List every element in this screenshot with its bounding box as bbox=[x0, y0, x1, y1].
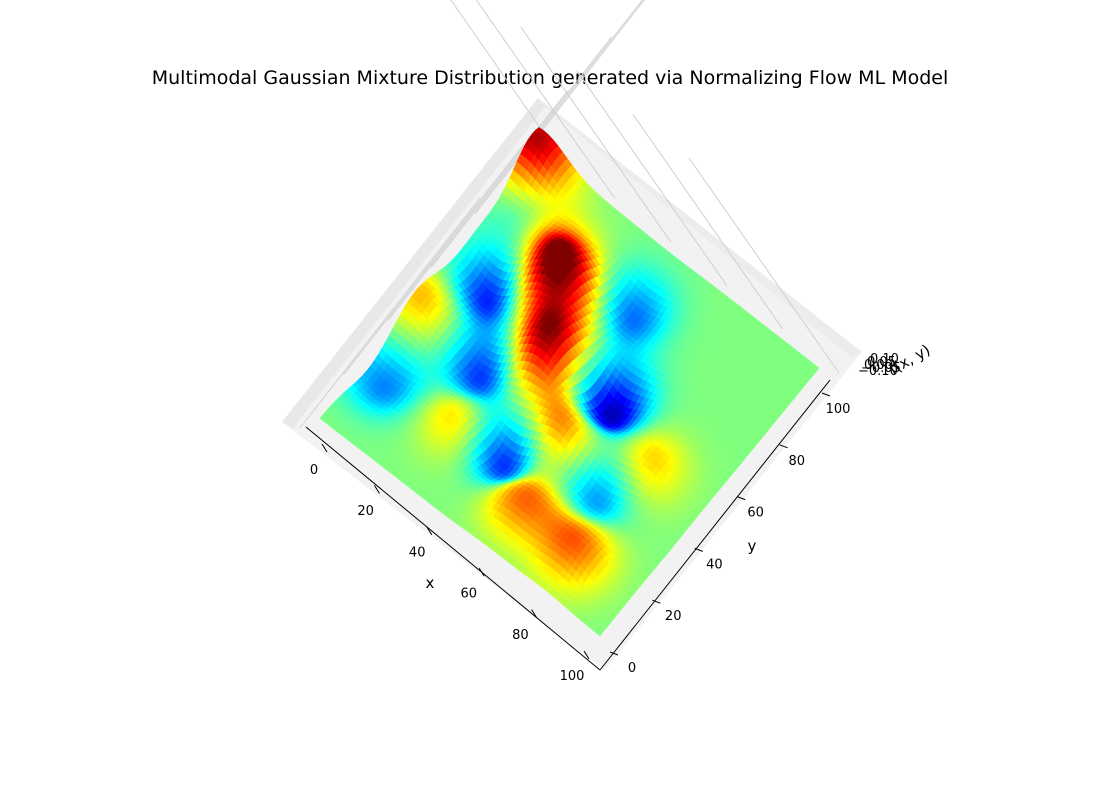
z-tick-label: 0.00 bbox=[864, 358, 893, 373]
x-tick-label: 0 bbox=[310, 463, 318, 478]
x-axis-label: x bbox=[426, 574, 435, 592]
x-tick bbox=[583, 650, 590, 660]
grid-line bbox=[518, 0, 645, 161]
y-axis-line bbox=[599, 379, 831, 671]
grid-line bbox=[299, 197, 481, 429]
x-tick-label: 100 bbox=[560, 669, 585, 684]
x-tick bbox=[478, 567, 485, 577]
y-tick bbox=[694, 547, 703, 552]
x-tick-label: 20 bbox=[357, 504, 374, 519]
y-axis-label: y bbox=[748, 537, 757, 555]
x-tick bbox=[426, 526, 433, 536]
side-pane bbox=[538, 98, 862, 358]
grid-line bbox=[520, 26, 672, 243]
x-tick-label: 80 bbox=[512, 628, 529, 643]
y-tick-label: 20 bbox=[665, 609, 682, 624]
y-tick bbox=[779, 444, 788, 449]
axis-lines bbox=[305, 379, 831, 671]
grid-line bbox=[475, 0, 616, 199]
z-tick-label: 0.05 bbox=[867, 355, 896, 370]
grid-line bbox=[450, 0, 560, 156]
chart-title: Multimodal Gaussian Mixture Distribution… bbox=[151, 67, 949, 89]
x-tick bbox=[373, 485, 380, 494]
z-tick-label: −0.05 bbox=[861, 361, 901, 376]
y-tick bbox=[652, 599, 661, 604]
y-tick-label: 40 bbox=[706, 557, 723, 572]
y-tick bbox=[737, 496, 746, 501]
x-tick-label: 40 bbox=[409, 545, 426, 560]
x-tick bbox=[321, 443, 328, 453]
grid-line bbox=[632, 114, 784, 330]
grid-line bbox=[688, 157, 840, 374]
x-tick-label: 60 bbox=[461, 587, 478, 602]
z-tick-label: 0.10 bbox=[870, 352, 899, 367]
y-tick-label: 60 bbox=[747, 506, 764, 521]
x-tick bbox=[531, 609, 538, 618]
grid-line bbox=[343, 144, 525, 375]
z-axis-label: f(x, y) bbox=[886, 341, 933, 379]
y-tick bbox=[821, 392, 831, 397]
x-axis-line bbox=[305, 426, 601, 671]
y-tick-label: 0 bbox=[628, 661, 636, 676]
surface-mesh bbox=[319, 127, 820, 637]
y-tick-label: 80 bbox=[789, 454, 806, 469]
grid-line bbox=[474, 0, 644, 214]
y-tick bbox=[609, 651, 619, 656]
tick-marks bbox=[321, 392, 831, 660]
z-tick-label: −0.10 bbox=[858, 364, 898, 379]
back-pane bbox=[282, 98, 545, 428]
y-tick-label: 100 bbox=[826, 402, 851, 417]
grid-line bbox=[576, 70, 728, 287]
surface-cell bbox=[534, 127, 545, 134]
tick-labels: 0 20 40 60 80 100 0 20 40 60 80 100 −0.10−0.050.000.… bbox=[310, 352, 901, 684]
